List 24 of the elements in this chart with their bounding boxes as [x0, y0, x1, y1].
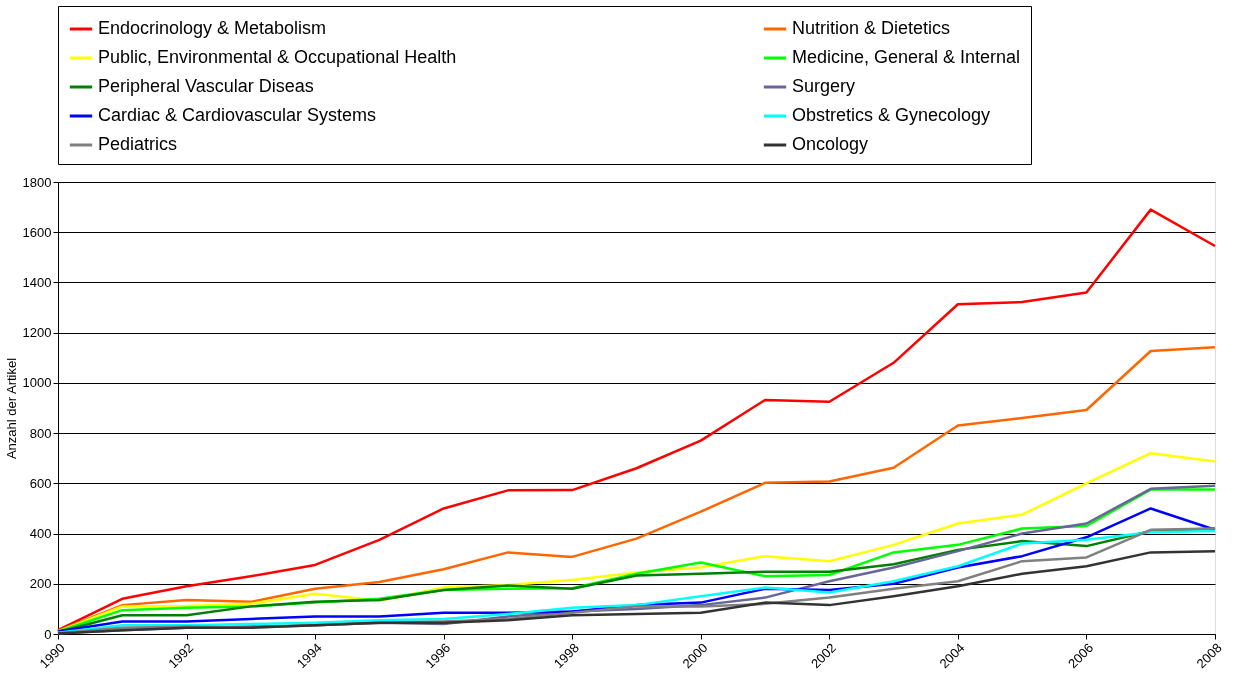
y-tick-label: 1000: [22, 375, 52, 391]
legend-label: Obstretics & Gynecology: [792, 105, 991, 125]
y-tick-label: 1600: [22, 224, 52, 240]
legend-label: Public, Environmental & Occupational Health: [98, 47, 457, 67]
y-tick-label: 600: [29, 475, 52, 491]
y-tick-label: 1400: [22, 274, 52, 290]
legend-label: Oncology: [792, 134, 869, 154]
y-axis-title: Anzahl der Artikel: [3, 357, 19, 460]
legend-label: Medicine, General & Internal: [792, 47, 1021, 67]
line-series: [56, 208, 1217, 632]
legend-label: Peripheral Vascular Diseas: [98, 76, 314, 96]
y-tick-label: 1200: [22, 325, 52, 341]
legend-label: Endocrinology & Metabolism: [98, 18, 327, 38]
y-tick-label: 400: [29, 526, 52, 542]
line-series: [56, 549, 1217, 635]
line-series: [56, 345, 1217, 633]
y-tick-label: 1800: [22, 174, 52, 190]
y-tick-label: 0: [44, 626, 52, 642]
y-tick-label: 800: [29, 425, 52, 441]
legend-label: Pediatrics: [98, 134, 178, 154]
legend-label: Cardiac & Cardiovascular Systems: [98, 105, 377, 125]
legend-label: Nutrition & Dietetics: [792, 18, 951, 38]
legend-label: Surgery: [792, 76, 856, 96]
y-tick-label: 200: [29, 576, 52, 592]
